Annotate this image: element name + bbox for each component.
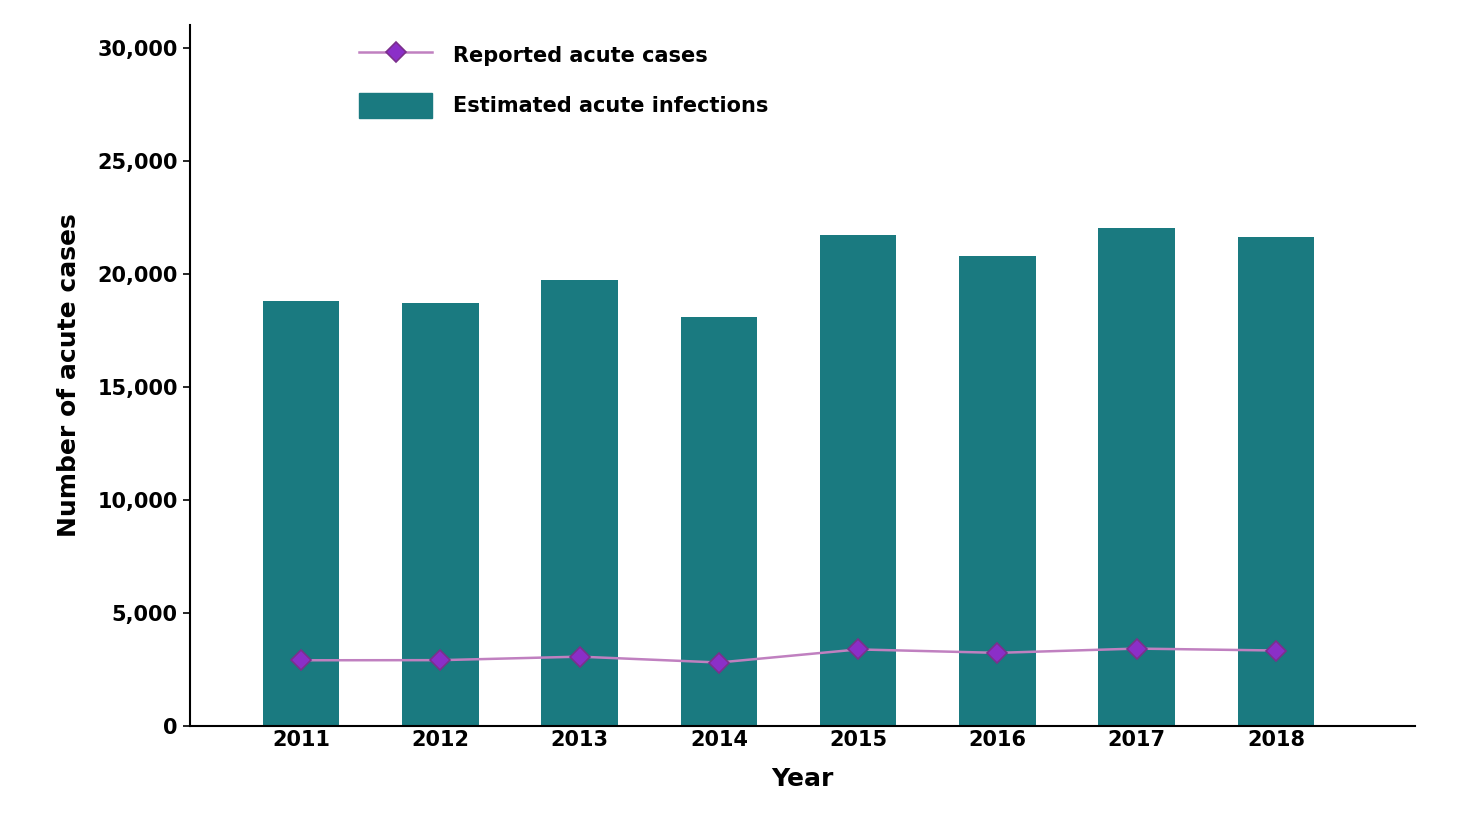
Line: Reported acute cases: Reported acute cases — [295, 641, 1282, 670]
Bar — [680, 317, 757, 726]
Reported acute cases — [1268, 646, 1285, 656]
Reported acute cases — [849, 645, 867, 655]
Bar — [820, 235, 896, 726]
Reported acute cases — [989, 648, 1007, 658]
Reported acute cases — [432, 656, 449, 666]
Y-axis label: Number of acute cases: Number of acute cases — [57, 214, 80, 537]
Bar — [1099, 229, 1174, 726]
Legend: Reported acute cases, Estimated acute infections: Reported acute cases, Estimated acute in… — [359, 43, 769, 118]
Reported acute cases — [1128, 644, 1145, 654]
Bar — [263, 301, 340, 726]
X-axis label: Year: Year — [772, 767, 833, 791]
Reported acute cases — [292, 656, 309, 666]
Bar — [959, 255, 1036, 726]
Bar — [1237, 238, 1315, 726]
Reported acute cases — [570, 651, 588, 661]
Reported acute cases — [711, 657, 728, 667]
Bar — [403, 303, 479, 726]
Bar — [541, 280, 619, 726]
